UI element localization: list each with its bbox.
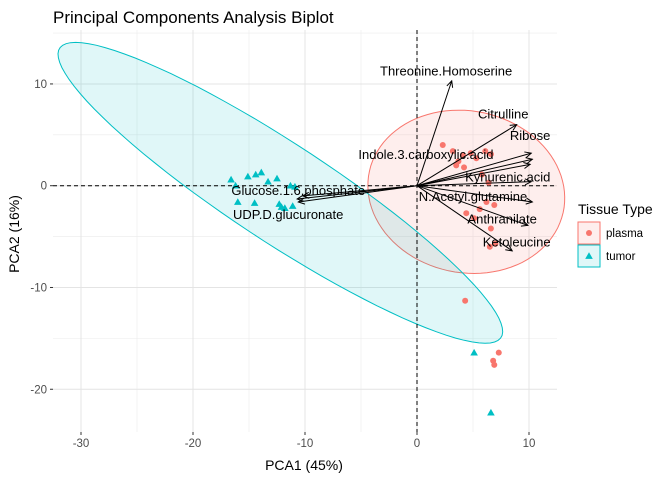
loading-arrow-head xyxy=(525,197,534,205)
plasma-point xyxy=(439,142,446,149)
loading-label: N.Acetyl.glutamine xyxy=(419,189,527,204)
loading-label: Ketoleucine xyxy=(483,235,551,250)
tumor-point xyxy=(251,170,260,178)
plasma-point xyxy=(471,215,478,222)
loading-arrow-head xyxy=(505,244,514,252)
loading-arrow-head xyxy=(296,194,304,202)
y-tick-label: 10 xyxy=(34,79,47,91)
loading-arrow-shaft xyxy=(416,152,532,187)
loading-arrow-shaft xyxy=(416,158,533,187)
plasma-point xyxy=(473,155,480,162)
loading-arrow-shaft xyxy=(416,181,532,187)
data-points xyxy=(227,142,502,416)
plasma-point xyxy=(483,198,490,205)
loading-labels: Threonine.Homoserine Citrulline Ribose Indo… xyxy=(231,64,550,250)
tumor-point xyxy=(250,199,259,206)
x-axis-title: PCA1 (45%) xyxy=(265,457,343,473)
legend-title: Tissue Type xyxy=(578,201,653,217)
y-tick-label: -20 xyxy=(30,384,47,396)
tumor-point xyxy=(257,168,266,176)
loading-label: Anthranilate xyxy=(467,211,536,226)
plasma-point xyxy=(492,240,499,247)
plasma-point xyxy=(461,164,468,171)
loading-arrow-head xyxy=(446,79,454,88)
loading-arrow-shaft xyxy=(416,124,517,187)
legend-items: plasma tumor xyxy=(577,221,644,268)
reference-lines xyxy=(53,30,557,432)
plasma-legend-label: plasma xyxy=(606,228,644,240)
loading-label: Glucose.1.6.phosphate xyxy=(231,183,365,198)
plasma-point xyxy=(487,151,494,158)
y-axis-title: PCA2 (16%) xyxy=(6,195,22,273)
tumor-point xyxy=(281,204,289,211)
loading-arrow-head xyxy=(524,151,533,159)
tumor-legend-marker xyxy=(585,252,593,259)
x-tick-label: -20 xyxy=(185,438,202,450)
loading-arrow-head xyxy=(520,220,529,227)
y-tick-label: 0 xyxy=(41,181,47,193)
plasma-point xyxy=(487,225,494,232)
loading-label: Citrulline xyxy=(478,106,529,121)
tumor-point xyxy=(288,202,297,209)
tumor-legend-label: tumor xyxy=(606,251,636,263)
plasma-point xyxy=(490,357,497,364)
loading-arrow-shaft xyxy=(302,185,418,197)
loading-arrows xyxy=(296,79,534,252)
loading-label: Kynurenic.acid xyxy=(465,170,550,185)
plasma-point xyxy=(462,297,469,304)
tumor-ellipse xyxy=(57,41,504,344)
tumor-point xyxy=(286,181,295,189)
plasma-point xyxy=(449,148,456,155)
x-tick-label: 10 xyxy=(523,438,536,450)
loading-label: Indole.3.carboxylic.acid xyxy=(358,147,493,162)
x-tick-label: -10 xyxy=(297,438,314,450)
loading-arrow-shaft xyxy=(416,185,533,203)
x-axis-ticks: -30 -20 -10 0 10 xyxy=(73,432,536,450)
plasma-legend-marker xyxy=(586,230,592,236)
plasma-point xyxy=(486,243,493,250)
loading-arrow-shaft xyxy=(416,185,529,226)
y-tick-label: -10 xyxy=(30,282,47,294)
tumor-point xyxy=(273,174,281,182)
legend: Tissue Type plasma tumor xyxy=(577,201,653,268)
loading-arrow-head xyxy=(523,162,532,169)
tumor-point xyxy=(487,408,495,416)
loading-arrow-head xyxy=(301,191,310,199)
loading-arrow-shaft xyxy=(416,163,531,187)
loading-arrow-head xyxy=(525,157,534,165)
y-axis-ticks: -20 -10 0 10 xyxy=(30,79,53,396)
tumor-point xyxy=(227,175,235,183)
plasma-point xyxy=(495,349,502,356)
loading-label: Ribose xyxy=(510,128,550,143)
plasma-point xyxy=(491,202,498,209)
tumor-point xyxy=(231,181,240,189)
x-tick-label: -30 xyxy=(73,438,90,450)
loading-arrow-head xyxy=(509,124,518,131)
loading-arrow-shaft xyxy=(416,80,453,186)
loading-arrow-head xyxy=(524,178,533,186)
loading-arrow-shaft xyxy=(416,185,513,252)
tumor-point xyxy=(264,177,272,185)
plasma-point xyxy=(453,162,460,169)
tumor-point xyxy=(470,348,478,356)
tumor-point xyxy=(244,172,252,180)
plasma-point xyxy=(482,148,489,155)
plasma-point xyxy=(463,210,470,217)
loading-label: Threonine.Homoserine xyxy=(380,64,512,79)
loading-label: UDP.D.glucuronate xyxy=(233,207,343,222)
loading-arrow-head xyxy=(297,197,306,205)
tumor-point xyxy=(234,198,242,205)
loading-arrow-shaft xyxy=(298,185,418,203)
chart-title: Principal Components Analysis Biplot xyxy=(53,8,334,27)
x-tick-label: 0 xyxy=(414,438,420,450)
